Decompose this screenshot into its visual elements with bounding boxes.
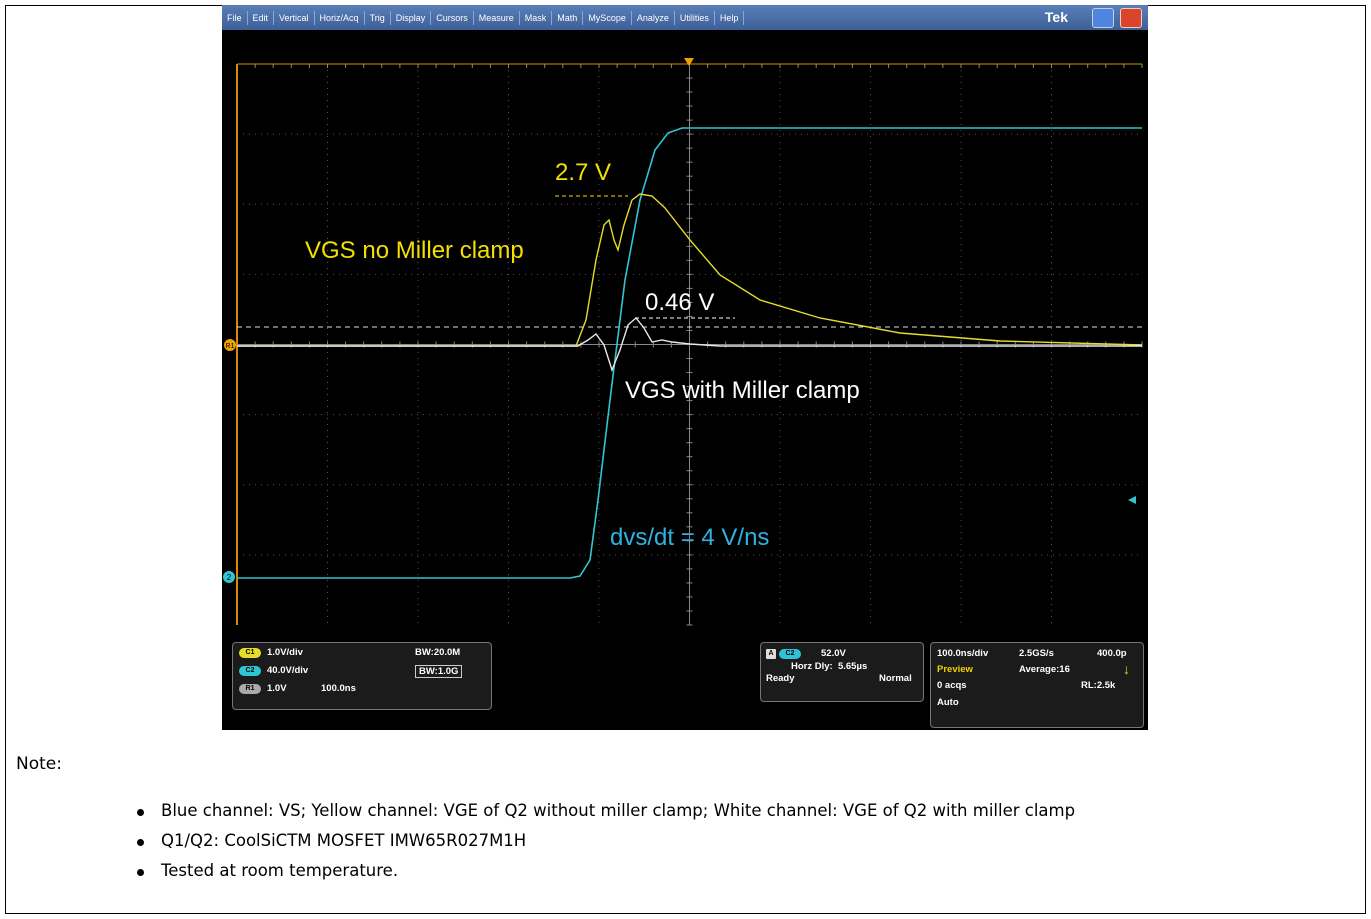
minimize-button[interactable] (1092, 8, 1114, 28)
menu-item[interactable]: Utilities (675, 11, 715, 25)
close-button[interactable] (1120, 8, 1142, 28)
channel-scale: 1.0V/div (267, 647, 303, 658)
menu-item[interactable]: Math (552, 11, 583, 25)
sample-rate: 2.5GS/s (1019, 648, 1054, 659)
note-item: Blue channel: VS; Yellow channel: VGE of… (161, 801, 1075, 831)
timebase: 100.0ns/div (937, 648, 988, 659)
run-indicator: ↓ (1123, 661, 1130, 677)
trigger-level: 52.0V (821, 648, 846, 659)
channel-scale: 1.0V (267, 683, 287, 694)
note-list: Blue channel: VS; Yellow channel: VGE of… (161, 801, 1075, 891)
preview: Preview (937, 664, 973, 675)
resolution: 400.0p (1097, 648, 1127, 659)
menu-item[interactable]: File (222, 11, 248, 25)
note-item: Tested at room temperature. (161, 861, 1075, 891)
channel-badge: R1 (239, 684, 261, 694)
channel-badge: C1 (239, 648, 261, 658)
note-item: Q1/Q2: CoolSiCTM MOSFET IMW65R027M1H (161, 831, 1075, 861)
channel-extra: BW:20.0M (415, 647, 460, 658)
annotation-peak-no-clamp: 2.7 V (555, 159, 611, 186)
menu-item[interactable]: Mask (520, 11, 553, 25)
acquire-mode: Auto (937, 697, 959, 708)
channel-badge: C2 (239, 666, 261, 676)
channel2-marker-label: 2 (227, 573, 232, 582)
trigger-state: Ready (766, 673, 795, 684)
annotation-no-clamp: VGS no Miller clamp (305, 237, 524, 264)
channel-extra: BW:1.0G (415, 665, 462, 678)
trigger-source-badge: C2 (779, 649, 801, 659)
annotation-clamp: VGS with Miller clamp (625, 377, 860, 404)
trigger-panel: A C2 52.0V Horz Dly: 5.65µs Ready Normal (760, 642, 924, 702)
menu-item[interactable]: Trig (365, 11, 391, 25)
scope-screen: R1 2 2.7 V VGS no Miller clamp 0.46 V VG… (222, 30, 1148, 637)
trigger-mode: Normal (879, 673, 912, 684)
channel-extra: 100.0ns (321, 683, 356, 694)
menu-item[interactable]: Analyze (632, 11, 675, 25)
average: Average:16 (1019, 664, 1070, 675)
acquisitions: 0 acqs (937, 680, 967, 691)
channel-panel: C1 1.0V/div BW:20.0M C2 40.0V/div BW:1.0G R1 1.… (232, 642, 492, 710)
channel-scale: 40.0V/div (267, 665, 308, 676)
ref-marker-label: R1 (226, 343, 235, 350)
trigger-badge: A (766, 649, 776, 659)
menu-item[interactable]: MyScope (583, 11, 632, 25)
record-length: RL:2.5k (1081, 680, 1115, 691)
menu-item[interactable]: Help (715, 11, 745, 25)
horizontal-delay: Horz Dly: 5.65µs (791, 661, 867, 672)
annotation-peak-clamp: 0.46 V (645, 289, 714, 316)
brand: Tek (1045, 9, 1068, 25)
menu-item[interactable]: Horiz/Acq (315, 11, 365, 25)
note-title: Note: (16, 754, 62, 774)
acquisition-panel: 100.0ns/div 2.5GS/s 400.0p Preview Avera… (930, 642, 1144, 728)
menu-item[interactable]: Edit (248, 11, 275, 25)
annotation-dvdt: dvs/dt = 4 V/ns (610, 524, 769, 551)
menu-item[interactable]: Cursors (431, 11, 474, 25)
menu-item[interactable]: Vertical (274, 11, 315, 25)
menu-item[interactable]: Measure (474, 11, 520, 25)
menu-item[interactable]: Display (391, 11, 432, 25)
